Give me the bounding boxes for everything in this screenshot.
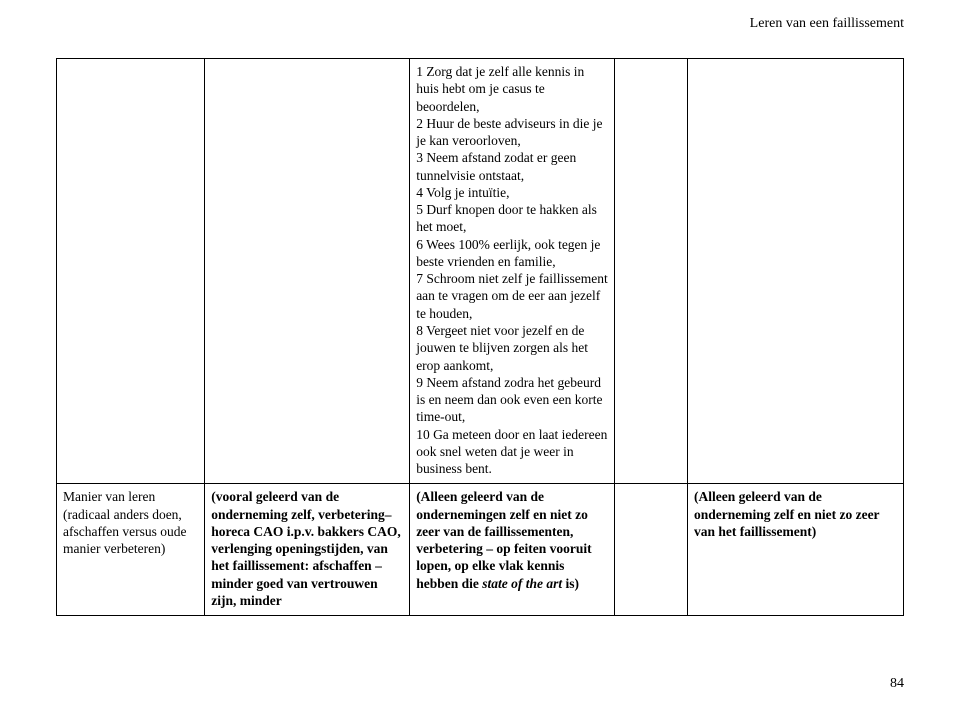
list-item: 5 Durf knopen door te hakken als het moe… — [416, 201, 608, 236]
list-item: 3 Neem afstand zodat er geen tunnelvisie… — [416, 149, 608, 184]
cell-r1-c1 — [57, 59, 205, 484]
page: Leren van een faillissement 1 Zorg dat j… — [0, 0, 960, 708]
cell-r2-c2: (vooral geleerd van de onderneming zelf,… — [205, 484, 410, 616]
cell-r2-c3-post: is) — [562, 576, 579, 591]
cell-r2-c1: Manier van leren (radicaal anders doen, … — [57, 484, 205, 616]
cell-r2-c5: (Alleen geleerd van de onderneming zelf … — [687, 484, 903, 616]
cell-r1-c5 — [687, 59, 903, 484]
list-item: 10 Ga meteen door en laat iedereen ook s… — [416, 426, 608, 478]
page-number: 84 — [890, 676, 904, 692]
document-table: 1 Zorg dat je zelf alle kennis in huis h… — [56, 58, 904, 616]
header-right-text: Leren van een faillissement — [750, 16, 904, 32]
list-item: 6 Wees 100% eerlijk, ook tegen je beste … — [416, 236, 608, 271]
list-item: 8 Vergeet niet voor jezelf en de jouwen … — [416, 322, 608, 374]
list-item: 9 Neem afstand zodra het gebeurd is en n… — [416, 374, 608, 426]
cell-r2-c3: (Alleen geleerd van de ondernemingen zel… — [410, 484, 615, 616]
cell-r1-c4 — [615, 59, 688, 484]
table-row: 1 Zorg dat je zelf alle kennis in huis h… — [57, 59, 904, 484]
cell-r1-c3: 1 Zorg dat je zelf alle kennis in huis h… — [410, 59, 615, 484]
list-item: 1 Zorg dat je zelf alle kennis in huis h… — [416, 63, 608, 115]
list-item: 4 Volg je intuïtie, — [416, 184, 608, 201]
table-row: Manier van leren (radicaal anders doen, … — [57, 484, 904, 616]
cell-r2-c4 — [615, 484, 688, 616]
cell-r1-c2 — [205, 59, 410, 484]
cell-r2-c3-italic: state of the art — [482, 576, 562, 591]
list-item: 2 Huur de beste adviseurs in die je je k… — [416, 115, 608, 150]
list-item: 7 Schroom niet zelf je faillissement aan… — [416, 270, 608, 322]
